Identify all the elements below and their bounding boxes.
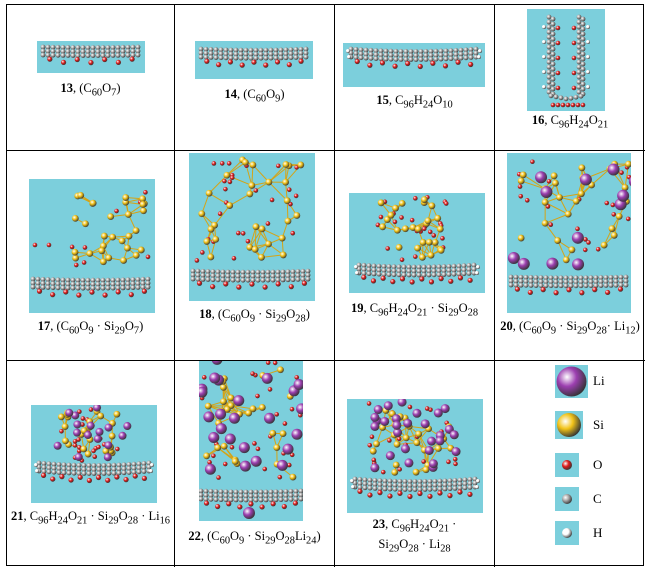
legend-item-c: C <box>555 487 602 516</box>
structure-17-image <box>29 179 155 313</box>
caption-15: 15, C96H24O10 <box>376 93 453 111</box>
formula-20: (C60O9 · Si29O28· Li12) <box>518 319 640 337</box>
formula-14: (C60O9) <box>243 87 285 105</box>
cell-22: 22, (C60O9 · Si29O28Li24) <box>175 361 335 567</box>
caption-19: 19, C96H24O21 · Si29O28 <box>350 301 479 319</box>
formula-15: C96H24O10 <box>395 93 453 111</box>
caption-14: 14, (C60O9) <box>224 87 285 105</box>
structure-20-image <box>507 153 631 313</box>
cell-23: 23, C96H24O21 · Si29O28 · Li28 <box>335 361 495 567</box>
structure-23-image <box>347 399 483 513</box>
structure-22-image <box>199 361 303 521</box>
formula-21: C96H24O21 · Si29O28 · Li16 <box>29 509 170 527</box>
silicon-atom-icon <box>555 411 583 439</box>
caption-13: 13, (C60O7) <box>60 81 121 99</box>
caption-23: 23, C96H24O21 · Si29O28 · Li28 <box>372 517 457 554</box>
cell-13: 13, (C60O7) <box>7 5 175 151</box>
caption-20: 20, (C60O9 · Si29O28· Li12) <box>500 319 640 337</box>
cell-17: 17, (C60O9 · Si29O7) <box>7 151 175 361</box>
oxygen-atom-icon <box>555 453 579 477</box>
structure-15-image <box>343 43 485 87</box>
structure-14-image <box>195 41 313 79</box>
legend: Li Si O C H <box>495 361 645 567</box>
structure-18-image <box>189 153 315 301</box>
formula-18: (C60O9 · Si29O28) <box>217 307 310 325</box>
cell-21: 21, C96H24O21 · Si29O28 · Li16 <box>7 361 175 567</box>
caption-18: 18, (C60O9 · Si29O28) <box>199 307 310 325</box>
formula-19: C96H24O21 · Si29O28 <box>369 301 479 319</box>
legend-item-h: H <box>555 521 602 550</box>
structure-16-image <box>527 9 605 111</box>
structure-19-image <box>349 193 485 293</box>
caption-16: 16, C96H24O21 <box>531 113 609 131</box>
formula-13: (C60O7) <box>79 81 121 99</box>
structure-grid: 13, (C60O7) 14, (C60O9) 15, C96H24O10 16… <box>6 4 645 567</box>
structure-21-image <box>31 405 157 503</box>
hydrogen-atom-icon <box>555 521 579 545</box>
caption-17: 17, (C60O9 · Si29O7) <box>37 319 144 337</box>
formula-16: C96H24O21 <box>550 113 609 131</box>
cell-20: 20, (C60O9 · Si29O28· Li12) <box>495 151 645 361</box>
formula-17: (C60O9 · Si29O7) <box>56 319 144 337</box>
legend-item-si: Si <box>555 411 604 446</box>
cell-18: 18, (C60O9 · Si29O28) <box>175 151 335 361</box>
caption-21: 21, C96H24O21 · Si29O28 · Li16 <box>11 509 170 527</box>
cell-15: 15, C96H24O10 <box>335 5 495 151</box>
cell-19: 19, C96H24O21 · Si29O28 <box>335 151 495 361</box>
caption-22: 22, (C60O9 · Si29O28Li24) <box>188 529 321 547</box>
structure-13-image <box>37 41 145 73</box>
lithium-atom-icon <box>555 365 588 398</box>
formula-23: C96H24O21 · Si29O28 · Li28 <box>378 517 457 554</box>
legend-item-o: O <box>555 453 602 482</box>
cell-14: 14, (C60O9) <box>175 5 335 151</box>
carbon-atom-icon <box>555 487 579 511</box>
formula-22: (C60O9 · Si29O28Li24) <box>207 529 321 547</box>
cell-16: 16, C96H24O21 <box>495 5 645 151</box>
legend-item-li: Li <box>555 365 605 404</box>
